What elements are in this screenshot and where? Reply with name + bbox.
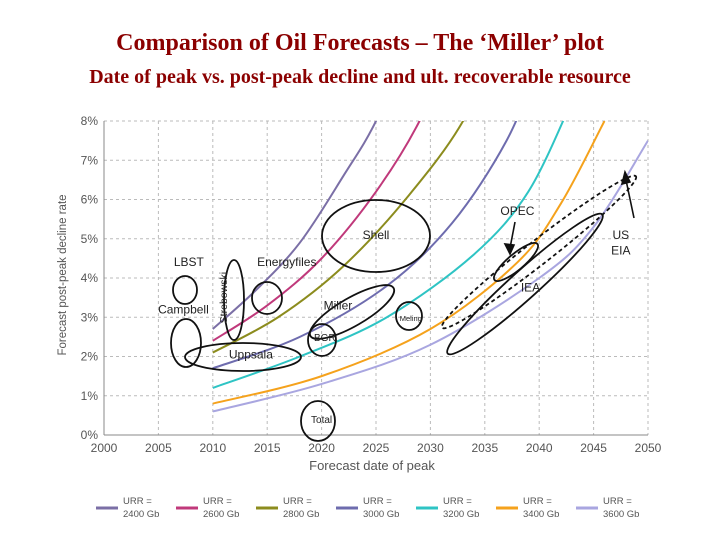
x-tick-label: 2030 bbox=[417, 441, 444, 455]
series-line bbox=[212, 140, 648, 413]
annotation-label: Shell bbox=[363, 228, 390, 242]
legend-label-line1: URR = bbox=[203, 496, 232, 507]
x-tick-label: 2015 bbox=[254, 441, 281, 455]
annotation-label: BGR bbox=[314, 333, 336, 344]
ellipse-us-eia bbox=[440, 174, 638, 330]
ellipse-campbell-range bbox=[170, 318, 202, 368]
series-line bbox=[212, 121, 606, 405]
x-tick-label: 2020 bbox=[308, 441, 335, 455]
x-tick-label: 2040 bbox=[526, 441, 553, 455]
y-tick-label: 7% bbox=[81, 153, 99, 167]
x-tick-label: 2025 bbox=[363, 441, 390, 455]
annotation-label: Strebowski bbox=[218, 272, 230, 323]
series-line bbox=[212, 121, 378, 330]
us-eia-arrow-head bbox=[620, 169, 632, 186]
legend-label-line2: 3000 Gb bbox=[363, 509, 399, 520]
legend-item: URR = 3000 Gb bbox=[336, 496, 399, 520]
legend-item: URR = 3600 Gb bbox=[576, 496, 639, 520]
tick-labels: 0% 1% 2% 3% 4% 5% 6% 7% 8% 2000 2005 2010 2015 2020 20… bbox=[81, 114, 662, 455]
annotation-label: US bbox=[612, 228, 629, 242]
axes bbox=[103, 121, 648, 436]
legend-label-line1: URR = bbox=[363, 496, 392, 507]
y-tick-label: 5% bbox=[81, 232, 99, 246]
y-tick-label: 2% bbox=[81, 350, 99, 364]
legend-label-line2: 2800 Gb bbox=[283, 509, 319, 520]
x-tick-label: 2050 bbox=[635, 441, 662, 455]
legend-label-line1: URR = bbox=[443, 496, 472, 507]
series-line bbox=[212, 121, 565, 389]
legend-label-line2: 3200 Gb bbox=[443, 509, 479, 520]
legend-item: URR = 3200 Gb bbox=[416, 496, 479, 520]
x-tick-label: 2010 bbox=[199, 441, 226, 455]
ellipse-miller bbox=[308, 284, 396, 340]
forecast-ellipses bbox=[170, 174, 638, 442]
ellipse-strebowski bbox=[223, 259, 245, 341]
y-tick-label: 1% bbox=[81, 389, 99, 403]
annotation-label: Campbell bbox=[158, 302, 209, 316]
y-tick-label: 3% bbox=[81, 310, 99, 324]
ellipse-total bbox=[300, 400, 336, 442]
annotation-label: Total bbox=[311, 415, 332, 426]
x-tick-label: 2005 bbox=[145, 441, 172, 455]
annotation-label: EIA bbox=[611, 243, 630, 257]
annotation-arrows bbox=[503, 169, 635, 256]
y-tick-label: 8% bbox=[81, 114, 99, 128]
y-axis-title: Forecast post-peak decline rate bbox=[57, 194, 69, 355]
legend-item: URR = 2800 Gb bbox=[256, 496, 319, 520]
gridlines bbox=[103, 120, 649, 436]
ellipse-lbst-campbell bbox=[172, 275, 198, 305]
legend-label-line2: 3400 Gb bbox=[523, 509, 559, 520]
legend-item: URR = 3400 Gb bbox=[496, 496, 559, 520]
opec-arrow-line bbox=[509, 221, 516, 249]
legend-label-line2: 2600 Gb bbox=[203, 509, 239, 520]
series-lines bbox=[212, 121, 648, 413]
x-tick-label: 2000 bbox=[91, 441, 118, 455]
legend-label-line1: URR = bbox=[123, 496, 152, 507]
slide-subtitle: Date of peak vs. post-peak decline and u… bbox=[89, 66, 631, 88]
annotation-label: Miller bbox=[324, 298, 353, 312]
ellipse-shell bbox=[321, 199, 431, 273]
x-axis-title: Forecast date of peak bbox=[309, 458, 435, 473]
legend-label-line1: URR = bbox=[283, 496, 312, 507]
y-tick-label: 6% bbox=[81, 193, 99, 207]
ellipse-energyfiles bbox=[251, 281, 283, 315]
annotation-labels: LBST Campbell Strebowski Energyfiles Shell Mi… bbox=[158, 204, 630, 426]
series-line bbox=[212, 121, 465, 354]
x-tick-label: 2035 bbox=[471, 441, 498, 455]
us-eia-arrow-line bbox=[625, 179, 635, 219]
y-tick-label: 4% bbox=[81, 271, 99, 285]
annotation-label: LBST bbox=[174, 255, 205, 269]
annotation-label: OPEC bbox=[500, 204, 534, 218]
legend-label-line2: 3600 Gb bbox=[603, 509, 639, 520]
ellipse-meling bbox=[395, 301, 423, 331]
annotation-label: IEA bbox=[521, 281, 540, 295]
ellipse-uppsala bbox=[184, 342, 302, 372]
legend-label-line1: URR = bbox=[603, 496, 632, 507]
opec-arrow-head bbox=[503, 243, 516, 256]
slide-title: Comparison of Oil Forecasts – The ‘Mille… bbox=[116, 30, 604, 56]
legend-item: URR = 2600 Gb bbox=[176, 496, 239, 520]
y-tick-label: 0% bbox=[81, 428, 99, 442]
annotation-label: Energyfiles bbox=[257, 255, 316, 269]
x-tick-label: 2045 bbox=[580, 441, 607, 455]
ellipse-bgr bbox=[307, 323, 337, 357]
legend-label-line2: 2400 Gb bbox=[123, 509, 159, 520]
series-line bbox=[212, 121, 421, 342]
annotation-label: Meling bbox=[400, 314, 422, 323]
annotation-label: Uppsala bbox=[229, 347, 273, 361]
legend-item: URR = 2400 Gb bbox=[96, 496, 159, 520]
legend-label-line1: URR = bbox=[523, 496, 552, 507]
